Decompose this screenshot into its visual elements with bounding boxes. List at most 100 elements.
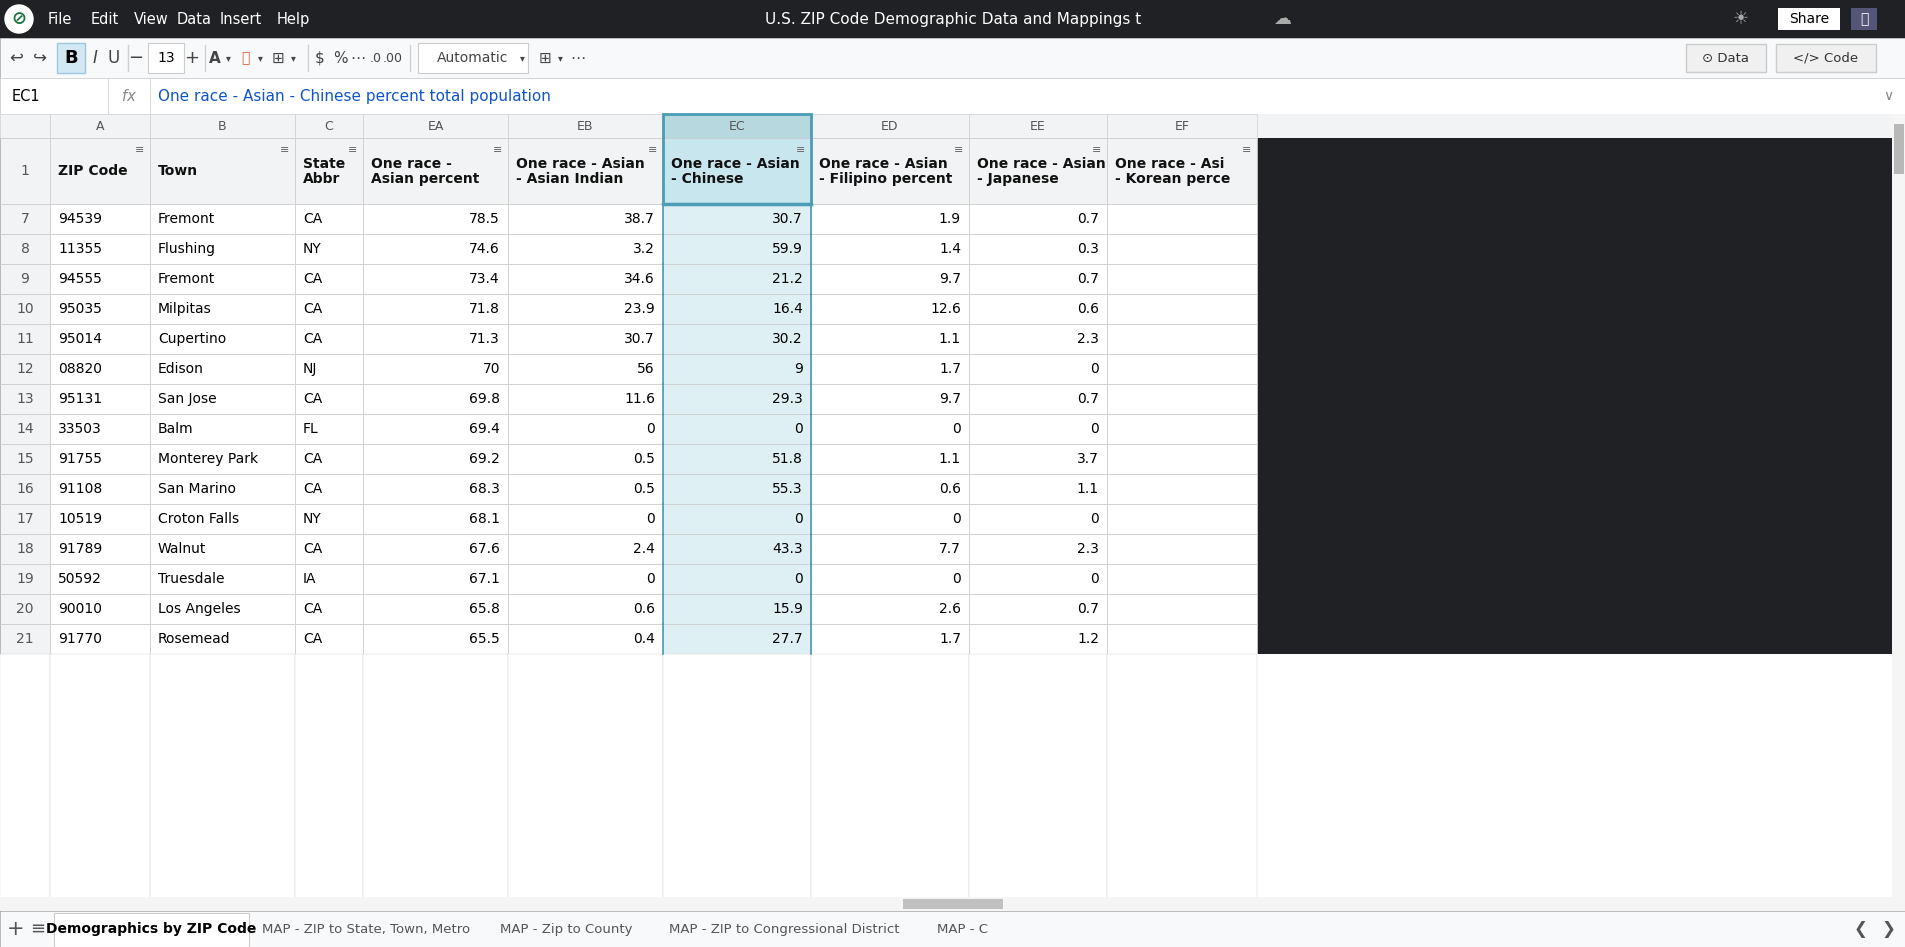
- Text: A: A: [95, 119, 105, 133]
- Bar: [295, 234, 362, 264]
- Bar: [1107, 594, 1255, 624]
- Bar: [150, 534, 295, 564]
- Bar: [0, 564, 50, 594]
- Bar: [663, 444, 810, 474]
- Bar: [810, 534, 968, 564]
- Text: 0: 0: [952, 422, 960, 436]
- Bar: [50, 294, 150, 324]
- Bar: [50, 324, 150, 354]
- Text: 0: 0: [794, 572, 802, 586]
- Text: B: B: [65, 49, 78, 67]
- Text: ▾: ▾: [257, 53, 263, 63]
- Text: 13: 13: [156, 51, 175, 65]
- Bar: [509, 444, 663, 474]
- Text: 0: 0: [646, 422, 655, 436]
- Text: 19: 19: [15, 572, 34, 586]
- Text: CA: CA: [303, 602, 322, 616]
- Text: fx: fx: [122, 88, 135, 103]
- Text: ≡: ≡: [280, 145, 290, 155]
- Text: 0.7: 0.7: [1076, 272, 1099, 286]
- Bar: [0, 654, 1905, 899]
- Bar: [968, 114, 1107, 138]
- Text: 16.4: 16.4: [772, 302, 802, 316]
- Bar: [362, 474, 509, 504]
- Text: FL: FL: [303, 422, 318, 436]
- Text: 21.2: 21.2: [772, 272, 802, 286]
- Bar: [509, 384, 663, 414]
- Text: One race - Asian: One race - Asian: [819, 156, 947, 170]
- Bar: [810, 654, 968, 899]
- Bar: [50, 594, 150, 624]
- Text: MAP - ZIP to State, Town, Metro: MAP - ZIP to State, Town, Metro: [261, 922, 471, 936]
- Text: CA: CA: [303, 272, 322, 286]
- Text: Milpitas: Milpitas: [158, 302, 211, 316]
- Text: 15: 15: [15, 452, 34, 466]
- Text: CA: CA: [303, 452, 322, 466]
- Bar: [362, 564, 509, 594]
- Bar: [50, 504, 150, 534]
- Bar: [0, 138, 50, 204]
- Text: 1.7: 1.7: [939, 632, 960, 646]
- Bar: [0, 38, 1905, 78]
- Bar: [150, 654, 295, 899]
- Text: 11.6: 11.6: [623, 392, 655, 406]
- Bar: [1107, 114, 1255, 138]
- Text: San Jose: San Jose: [158, 392, 217, 406]
- Bar: [968, 504, 1107, 534]
- Text: 50592: 50592: [57, 572, 101, 586]
- Bar: [362, 294, 509, 324]
- Bar: [150, 384, 295, 414]
- Bar: [509, 138, 663, 204]
- Text: 95035: 95035: [57, 302, 101, 316]
- Bar: [295, 504, 362, 534]
- Bar: [150, 138, 295, 204]
- Text: EC1: EC1: [11, 88, 40, 103]
- Bar: [150, 114, 295, 138]
- Bar: [810, 504, 968, 534]
- Text: Los Angeles: Los Angeles: [158, 602, 240, 616]
- Text: ▾: ▾: [558, 53, 562, 63]
- Text: Monterey Park: Monterey Park: [158, 452, 257, 466]
- Text: 0: 0: [1090, 422, 1099, 436]
- Text: 0: 0: [794, 512, 802, 526]
- Text: +: +: [185, 49, 200, 67]
- Text: 10519: 10519: [57, 512, 103, 526]
- Text: 78.5: 78.5: [469, 212, 499, 226]
- Bar: [810, 624, 968, 654]
- Text: ≡: ≡: [135, 145, 145, 155]
- Text: 08820: 08820: [57, 362, 103, 376]
- Text: ZIP Code: ZIP Code: [57, 164, 128, 178]
- Text: C: C: [324, 119, 333, 133]
- Text: 9.7: 9.7: [939, 392, 960, 406]
- Text: 73.4: 73.4: [469, 272, 499, 286]
- Bar: [295, 534, 362, 564]
- Bar: [0, 264, 50, 294]
- Text: NJ: NJ: [303, 362, 318, 376]
- Text: ≡: ≡: [349, 145, 358, 155]
- Text: 68.3: 68.3: [469, 482, 499, 496]
- Text: 69.4: 69.4: [469, 422, 499, 436]
- Bar: [362, 414, 509, 444]
- Text: 12.6: 12.6: [930, 302, 960, 316]
- Bar: [295, 654, 362, 899]
- Text: 34.6: 34.6: [625, 272, 655, 286]
- Bar: [968, 204, 1107, 234]
- Text: 0: 0: [646, 512, 655, 526]
- Text: Demographics by ZIP Code: Demographics by ZIP Code: [46, 922, 257, 936]
- Bar: [663, 294, 810, 324]
- Text: CA: CA: [303, 482, 322, 496]
- Text: 7: 7: [21, 212, 29, 226]
- Bar: [663, 264, 810, 294]
- Text: Walnut: Walnut: [158, 542, 206, 556]
- Text: 0.4: 0.4: [632, 632, 655, 646]
- Text: 1.7: 1.7: [939, 362, 960, 376]
- Bar: [295, 624, 362, 654]
- Bar: [968, 474, 1107, 504]
- Bar: [50, 414, 150, 444]
- Text: .0: .0: [370, 51, 381, 64]
- Text: EA: EA: [427, 119, 444, 133]
- Bar: [663, 114, 810, 204]
- Text: NY: NY: [303, 242, 322, 256]
- Bar: [0, 204, 50, 234]
- Bar: [362, 594, 509, 624]
